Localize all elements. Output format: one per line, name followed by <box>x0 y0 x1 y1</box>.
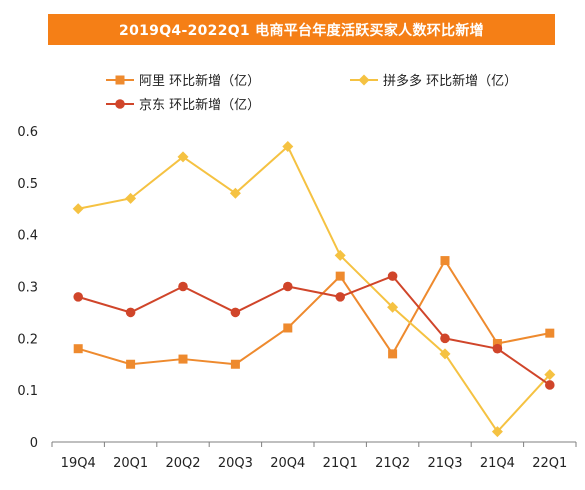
data-point <box>440 333 450 344</box>
data-point <box>335 292 346 302</box>
x-tick-label: 21Q2 <box>375 456 410 471</box>
series-line <box>77 259 550 366</box>
data-point <box>125 307 136 318</box>
y-tick-label: 0.3 <box>17 281 38 296</box>
series-2 <box>73 271 555 390</box>
series-line <box>77 275 551 386</box>
data-point <box>545 328 555 338</box>
data-point <box>388 349 398 359</box>
data-point <box>282 141 294 153</box>
y-tick-label: 0.6 <box>17 125 38 140</box>
legend-label: 拼多多 环比新增（亿） <box>383 73 517 89</box>
y-tick-label: 0.2 <box>17 332 38 347</box>
data-point <box>230 359 240 369</box>
y-tick-label: 0.5 <box>17 177 38 192</box>
x-tick-label: 21Q4 <box>480 456 515 471</box>
x-tick-label: 19Q4 <box>61 456 96 471</box>
series-0 <box>73 256 555 369</box>
data-point <box>335 271 345 281</box>
data-point <box>440 256 450 266</box>
x-tick-label: 22Q1 <box>532 456 567 471</box>
data-point <box>283 323 293 333</box>
series-1 <box>72 141 556 438</box>
data-point <box>229 187 241 199</box>
data-point <box>439 348 451 360</box>
data-point <box>177 151 189 163</box>
chart-title: 2019Q4-2022Q1 电商平台年度活跃买家人数环比新增 <box>48 14 555 45</box>
data-point <box>178 281 188 292</box>
data-point <box>72 203 84 215</box>
data-point <box>334 249 346 261</box>
legend-label: 京东 环比新增（亿） <box>139 97 260 113</box>
x-tick-label: 20Q1 <box>113 456 148 471</box>
data-point <box>126 359 136 369</box>
data-point <box>492 339 502 349</box>
x-tick-label: 20Q4 <box>270 456 305 471</box>
data-point <box>73 344 83 354</box>
x-tick-label: 21Q1 <box>323 456 358 471</box>
data-point <box>283 281 293 292</box>
x-tick-label: 20Q2 <box>165 456 200 471</box>
series-line <box>78 145 551 433</box>
data-point <box>544 369 556 381</box>
y-tick-label: 0.4 <box>17 229 38 244</box>
data-point <box>387 271 398 281</box>
series-lines <box>72 141 556 438</box>
data-point <box>545 380 555 390</box>
data-point <box>125 192 137 204</box>
data-point <box>387 301 399 313</box>
legend: 阿里 环比新增（亿） 拼多多 环比新增（亿） 京东 环比新增（亿） <box>106 73 517 113</box>
y-tick-label: 0.1 <box>17 384 38 399</box>
data-point <box>492 343 503 354</box>
axes: 19Q4 20Q1 20Q2 20Q3 20Q4 21Q1 21Q2 21Q3 21Q4 22Q1… <box>17 125 577 471</box>
data-point <box>73 292 83 302</box>
legend-label: 阿里 环比新增（亿） <box>139 73 260 89</box>
x-tick-label: 20Q3 <box>218 456 253 471</box>
data-point <box>491 426 503 438</box>
data-point <box>230 307 241 318</box>
legend-marker <box>115 75 125 85</box>
data-point <box>178 354 188 364</box>
y-tick-label: 0 <box>30 436 38 451</box>
legend-marker <box>115 99 125 109</box>
x-tick-label: 21Q3 <box>427 456 462 471</box>
legend-marker <box>358 74 370 86</box>
